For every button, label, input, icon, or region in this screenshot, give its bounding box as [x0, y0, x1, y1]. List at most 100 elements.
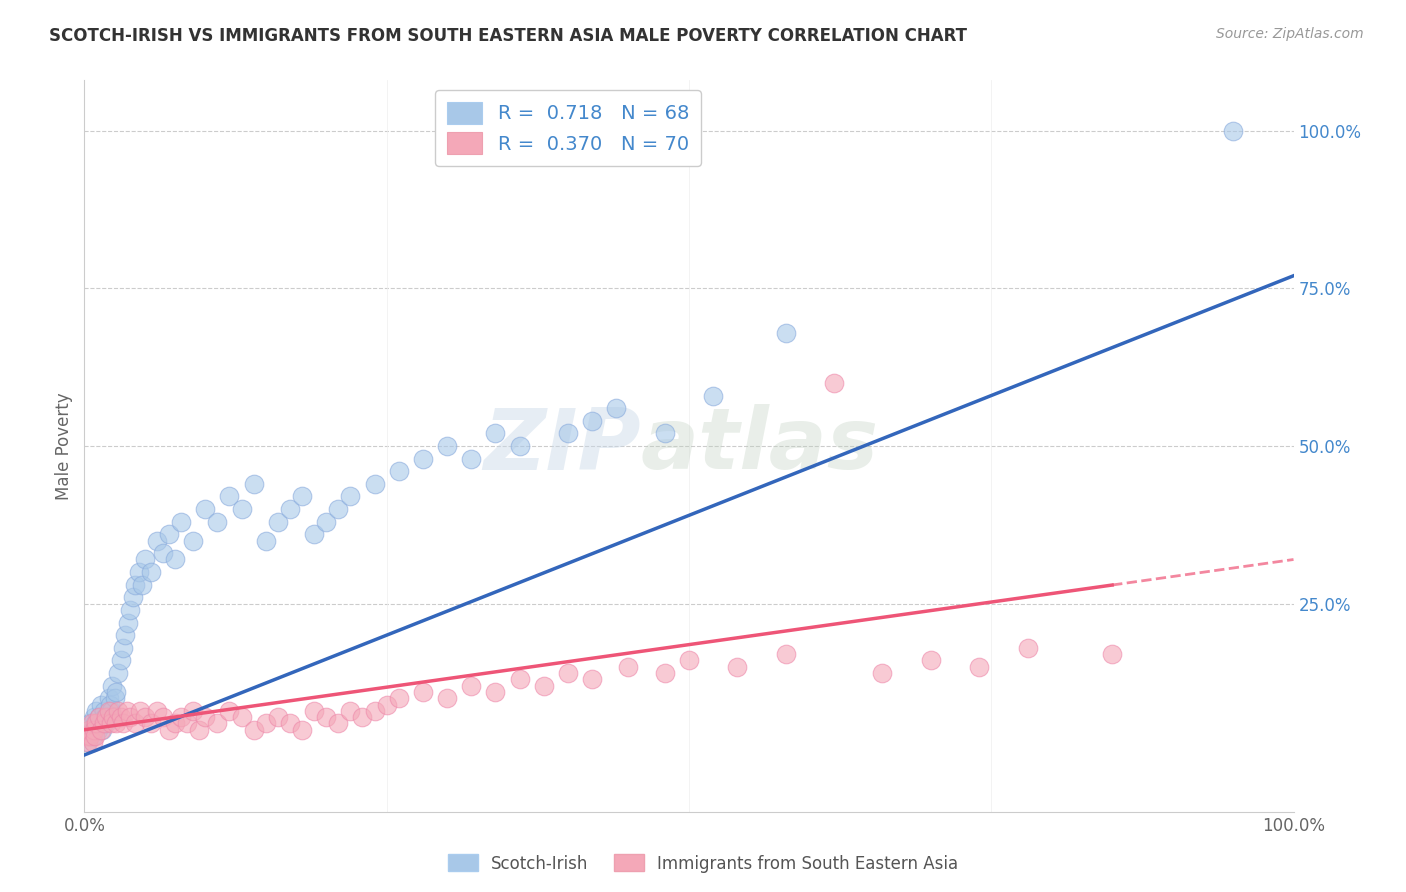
Point: [267, 515, 290, 529]
Point: [725, 659, 748, 673]
Point: [129, 704, 152, 718]
Point: [134, 552, 156, 566]
Point: [89, 716, 111, 731]
Point: [218, 704, 240, 718]
Point: [254, 533, 277, 548]
Point: [363, 476, 385, 491]
Point: [100, 704, 122, 718]
Point: [76, 735, 98, 749]
Point: [117, 615, 139, 630]
Point: [103, 710, 125, 724]
Point: [124, 578, 146, 592]
Point: [654, 665, 676, 680]
Point: [315, 515, 337, 529]
Point: [291, 490, 314, 504]
Point: [533, 679, 555, 693]
Point: [1101, 647, 1123, 661]
Point: [82, 735, 104, 749]
Point: [484, 426, 506, 441]
Point: [97, 704, 120, 718]
Point: [188, 723, 211, 737]
Point: [134, 710, 156, 724]
Point: [775, 647, 797, 661]
Point: [97, 691, 120, 706]
Point: [557, 665, 579, 680]
Point: [79, 729, 101, 743]
Point: [654, 426, 676, 441]
Point: [176, 716, 198, 731]
Point: [242, 476, 264, 491]
Point: [101, 679, 124, 693]
Point: [302, 704, 325, 718]
Point: [363, 704, 385, 718]
Point: [87, 710, 110, 724]
Point: [93, 704, 115, 718]
Point: [80, 723, 103, 737]
Point: [605, 401, 627, 416]
Point: [702, 388, 724, 402]
Point: [124, 716, 146, 731]
Point: [107, 704, 129, 718]
Point: [94, 710, 117, 724]
Point: [460, 451, 482, 466]
Point: [100, 716, 122, 731]
Y-axis label: Male Poverty: Male Poverty: [55, 392, 73, 500]
Point: [84, 729, 107, 743]
Point: [278, 502, 301, 516]
Text: atlas: atlas: [641, 404, 879, 488]
Point: [131, 578, 153, 592]
Point: [254, 716, 277, 731]
Point: [872, 665, 894, 680]
Point: [77, 735, 100, 749]
Point: [775, 326, 797, 340]
Point: [80, 716, 103, 731]
Point: [231, 502, 253, 516]
Point: [557, 426, 579, 441]
Point: [120, 710, 142, 724]
Point: [1017, 640, 1039, 655]
Point: [121, 591, 143, 605]
Point: [128, 565, 150, 579]
Point: [87, 710, 110, 724]
Point: [146, 533, 169, 548]
Point: [107, 665, 129, 680]
Point: [509, 673, 531, 687]
Point: [509, 439, 531, 453]
Point: [139, 565, 162, 579]
Point: [484, 685, 506, 699]
Text: Source: ZipAtlas.com: Source: ZipAtlas.com: [1216, 27, 1364, 41]
Point: [181, 704, 204, 718]
Point: [112, 716, 135, 731]
Point: [170, 710, 193, 724]
Point: [678, 653, 700, 667]
Point: [77, 723, 100, 737]
Point: [291, 723, 314, 737]
Point: [104, 685, 127, 699]
Point: [90, 698, 112, 712]
Point: [823, 376, 845, 390]
Point: [170, 515, 193, 529]
Point: [278, 716, 301, 731]
Point: [231, 710, 253, 724]
Point: [194, 502, 217, 516]
Point: [328, 502, 350, 516]
Point: [112, 640, 135, 655]
Point: [115, 704, 138, 718]
Point: [436, 439, 458, 453]
Point: [120, 603, 142, 617]
Point: [617, 659, 640, 673]
Point: [94, 716, 117, 731]
Point: [86, 704, 108, 718]
Point: [388, 464, 411, 478]
Point: [146, 704, 169, 718]
Point: [328, 716, 350, 731]
Point: [94, 710, 117, 724]
Point: [1222, 124, 1244, 138]
Point: [412, 451, 434, 466]
Point: [339, 490, 361, 504]
Point: [90, 723, 112, 737]
Point: [165, 552, 187, 566]
Point: [352, 710, 374, 724]
Text: ZIP: ZIP: [482, 404, 641, 488]
Point: [83, 723, 105, 737]
